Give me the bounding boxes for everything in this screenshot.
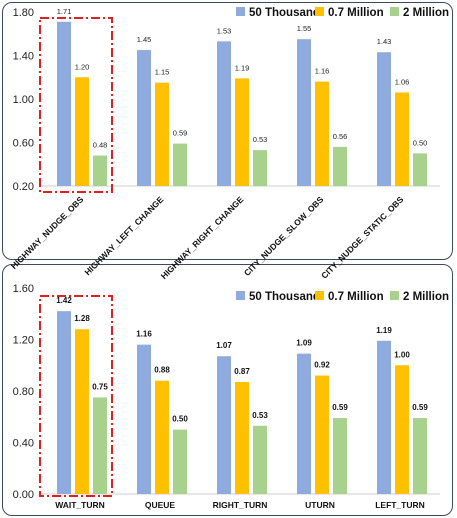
bar-50-thousand (377, 340, 391, 494)
data-label: 1.20 (75, 62, 90, 71)
bar-2-million (253, 425, 267, 494)
highlight-box (39, 295, 113, 497)
category-label: HIGHWAY_LEFT_CHANGE (82, 194, 165, 277)
y-tick-label: 0.00 (13, 489, 34, 501)
data-label: 1.15 (155, 68, 170, 77)
bar-2-million (333, 146, 347, 186)
bar-07-million (235, 78, 249, 186)
bar-2-million (93, 397, 107, 494)
bar-50-thousand (297, 39, 311, 186)
bar-07-million (315, 375, 329, 494)
y-tick-label: 0.40 (13, 438, 34, 450)
bar-50-thousand (217, 41, 231, 186)
data-label: 0.53 (252, 411, 268, 420)
bar-2-million (413, 418, 427, 494)
legend-label: 0.7 Million (328, 7, 384, 19)
category-label: QUEUE (145, 500, 176, 510)
y-tick-label: 1.60 (13, 283, 34, 295)
y-tick-label: 1.80 (13, 7, 34, 19)
legend-swatch (315, 291, 324, 300)
data-label: 1.55 (297, 24, 312, 33)
bar-50-thousand (57, 21, 71, 186)
bar-07-million (75, 77, 89, 186)
data-label: 1.07 (216, 341, 232, 350)
category-label: CITY_NUDGE_STATIC_OBS (319, 194, 406, 281)
data-label: 0.59 (412, 403, 428, 412)
y-tick-label: 0.60 (13, 138, 34, 150)
data-label: 0.75 (92, 382, 108, 391)
legend-swatch (236, 7, 245, 16)
bar-07-million (155, 82, 169, 186)
bar-2-million (93, 155, 107, 186)
category-label: UTURN (305, 500, 335, 510)
category-label: HIGHWAY_NUDGE_OBS (9, 194, 86, 271)
category-label: HIGHWAY_RIGHT_CHANGE (159, 194, 246, 281)
data-label: 1.42 (56, 296, 72, 305)
bar-07-million (235, 381, 249, 494)
bar-50-thousand (297, 353, 311, 494)
category-label: LEFT_TURN (375, 500, 425, 510)
bar-2-million (253, 150, 267, 186)
bar-2-million (173, 143, 187, 186)
legend-label: 2 Million (403, 291, 449, 303)
bar-2-million (333, 418, 347, 494)
legend-swatch (390, 291, 399, 300)
category-label: RIGHT_TURN (213, 500, 268, 510)
data-label: 1.45 (137, 35, 152, 44)
legend-label: 50 Thousand (249, 7, 320, 19)
data-label: 0.59 (173, 129, 188, 138)
legend-swatch (390, 7, 399, 16)
data-label: 0.53 (253, 135, 268, 144)
data-label: 0.59 (332, 403, 348, 412)
bar-2-million (413, 153, 427, 186)
data-label: 0.50 (413, 138, 428, 147)
legend-label: 0.7 Million (328, 291, 384, 303)
data-label: 1.28 (74, 314, 90, 323)
y-tick-label: 0.20 (13, 181, 34, 193)
data-label: 1.06 (395, 77, 410, 86)
bar-07-million (75, 329, 89, 494)
data-label: 1.00 (394, 350, 410, 359)
bar-50-thousand (137, 50, 151, 186)
data-label: 1.09 (296, 339, 312, 348)
data-label: 1.71 (57, 7, 72, 16)
y-tick-label: 1.20 (13, 335, 34, 347)
data-label: 0.92 (314, 361, 330, 370)
bar-50-thousand (137, 344, 151, 494)
y-tick-label: 1.00 (13, 94, 34, 106)
data-label: 0.88 (154, 366, 170, 375)
y-tick-label: 0.80 (13, 386, 34, 398)
bar-07-million (395, 365, 409, 494)
legend-label: 2 Million (403, 7, 449, 19)
data-label: 1.53 (217, 26, 232, 35)
data-label: 1.19 (376, 326, 392, 335)
highlight-box (39, 17, 113, 193)
category-label: CITY_NUDGE_SLOW_OBS (242, 194, 326, 278)
legend-swatch (315, 7, 324, 16)
data-label: 1.16 (315, 67, 330, 76)
legend-swatch (236, 291, 245, 300)
bar-07-million (395, 92, 409, 186)
category-label: WAIT_TURN (55, 500, 105, 510)
legend-label: 50 Thousand (249, 291, 320, 303)
bar-07-million (315, 81, 329, 186)
bar-07-million (155, 380, 169, 494)
bar-50-thousand (57, 311, 71, 494)
data-label: 0.48 (93, 141, 108, 150)
bar-50-thousand (217, 356, 231, 494)
data-label: 0.50 (172, 415, 188, 424)
data-label: 1.19 (235, 63, 250, 72)
data-label: 1.43 (377, 37, 392, 46)
data-label: 0.56 (333, 132, 348, 141)
bar-2-million (173, 429, 187, 494)
y-tick-label: 1.40 (13, 51, 34, 63)
data-label: 0.87 (234, 367, 250, 376)
data-label: 1.16 (136, 330, 152, 339)
bar-50-thousand (377, 52, 391, 186)
